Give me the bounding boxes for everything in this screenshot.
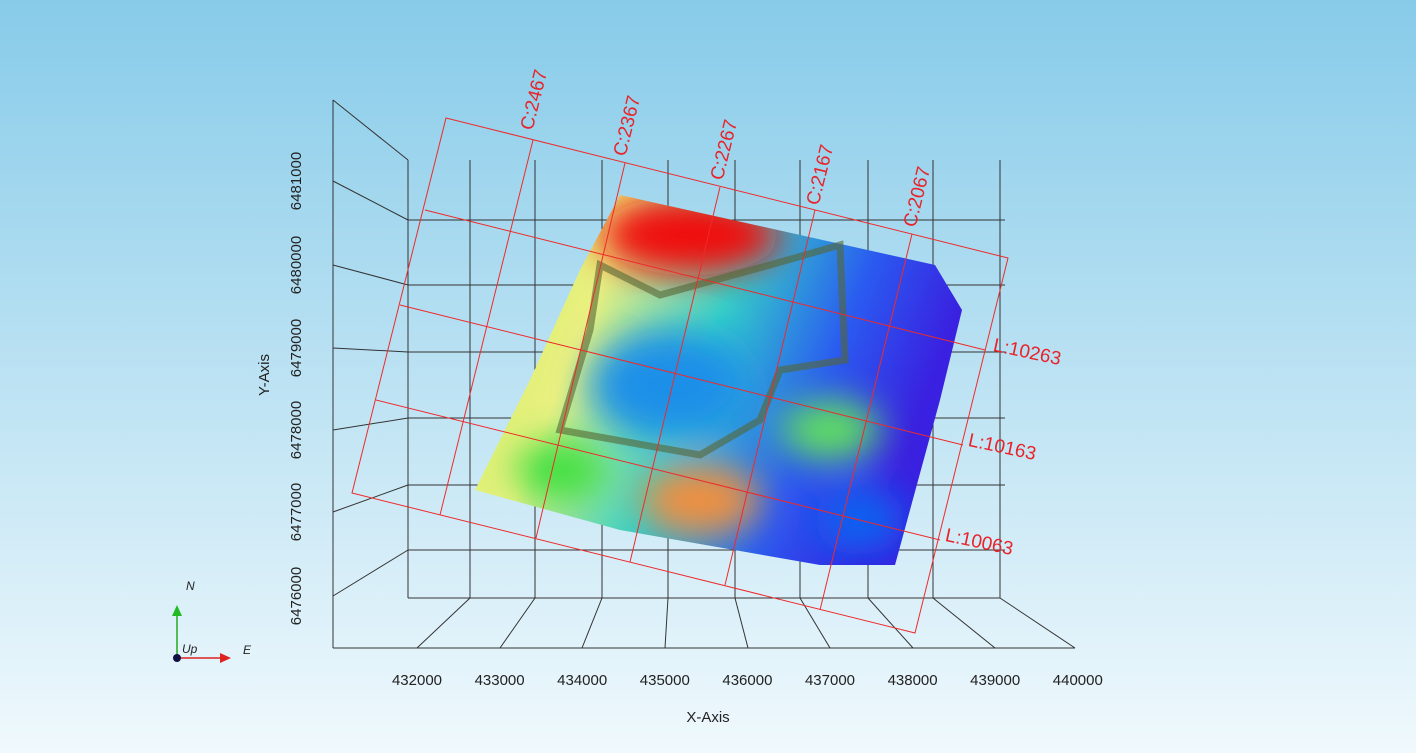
x-tick-label: 433000: [475, 672, 525, 689]
section-frame: [351, 117, 1009, 634]
x-tick-label: 440000: [1053, 672, 1103, 689]
x-tick-label: 438000: [888, 672, 938, 689]
x-tick-label: 439000: [970, 672, 1020, 689]
x-tick-label: 435000: [640, 672, 690, 689]
x-tick-label: 437000: [805, 672, 855, 689]
y-tick-label: 6480000: [288, 236, 305, 294]
x-tick-label: 436000: [722, 672, 772, 689]
y-tick-label: 6477000: [288, 483, 305, 541]
compass-north: N: [186, 579, 195, 593]
y-tick-label: 6476000: [288, 567, 305, 625]
compass-up: Up: [182, 642, 198, 656]
y-tick-label: 6478000: [288, 401, 305, 459]
x-axis-title: X-Axis: [686, 709, 729, 726]
x-tick-label: 432000: [392, 672, 442, 689]
compass: N Up E: [172, 579, 252, 663]
y-tick-label: 6479000: [288, 319, 305, 377]
y-axis-title: Y-Axis: [256, 354, 273, 396]
x-tick-label: 434000: [557, 672, 607, 689]
compass-east: E: [243, 643, 252, 657]
y-tick-label: 6481000: [288, 152, 305, 210]
